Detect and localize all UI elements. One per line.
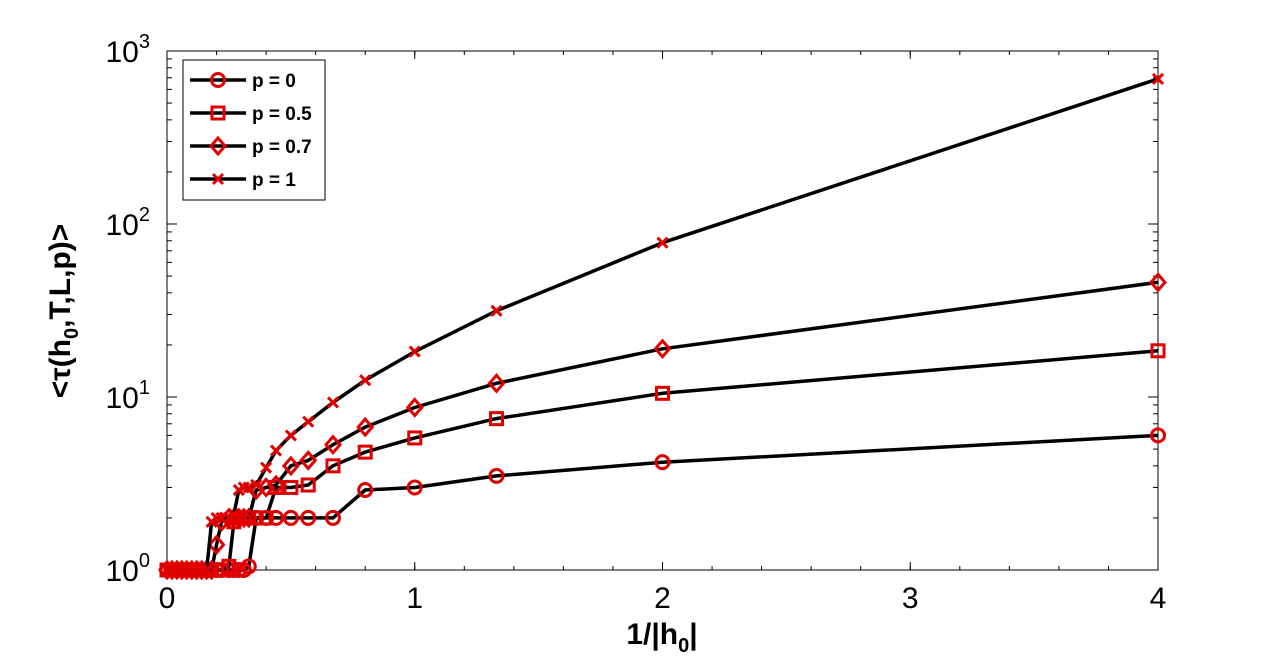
data-point: [1149, 272, 1167, 293]
data-point: [357, 444, 373, 460]
data-point: [407, 430, 423, 446]
legend-label: p = 0.5: [252, 104, 312, 125]
data-point: [323, 434, 342, 455]
series-layer: [158, 72, 1167, 581]
legend-item: p = 0.7: [190, 135, 312, 158]
data-point: [359, 374, 372, 387]
legend-item: p = 0.5: [190, 104, 312, 125]
legend-marker: [210, 72, 226, 88]
data-point: [325, 458, 341, 474]
x-tick-label: 3: [902, 582, 919, 615]
data-point: [1150, 343, 1166, 359]
data-point: [268, 509, 285, 526]
x-tick-label: 2: [654, 582, 671, 615]
data-point: [227, 508, 240, 521]
series-3: [160, 72, 1165, 577]
legend: p = 0 p = 0.5 p = 0.7 p = 1: [182, 59, 326, 201]
data-point: [258, 510, 274, 526]
y-axis-ticks: 100 101 102 103: [106, 31, 1158, 588]
data-point: [269, 444, 283, 457]
legend-marker: [209, 135, 227, 157]
data-point: [250, 478, 263, 492]
data-point: [239, 507, 258, 529]
data-point: [284, 429, 297, 442]
data-point: [357, 482, 374, 499]
y-tick-label: 100: [106, 550, 151, 588]
legend-item: p = 1: [190, 170, 296, 191]
data-point: [490, 304, 503, 317]
legend-label: p = 0: [252, 71, 296, 92]
data-point: [405, 397, 424, 418]
data-point: [240, 558, 257, 575]
data-point: [489, 411, 505, 427]
data-point: [324, 509, 341, 526]
data-point: [656, 236, 669, 249]
x-tick-label: 0: [159, 582, 176, 615]
data-point: [207, 534, 226, 555]
data-point: [356, 416, 375, 438]
data-point: [487, 373, 506, 394]
y-tick-label: 102: [106, 204, 151, 242]
data-point: [221, 558, 237, 574]
legend-marker: [210, 105, 226, 121]
data-point: [654, 454, 671, 471]
legend-marker: [211, 172, 225, 186]
data-point: [300, 509, 317, 526]
x-tick-label: 1: [406, 582, 423, 615]
legend-item: p = 0: [190, 71, 296, 92]
y-axis-title: <τ(h0,T,L,p)>: [44, 224, 83, 399]
data-point: [234, 507, 253, 529]
data-point: [267, 474, 286, 496]
x-tick-label: 4: [1150, 582, 1167, 615]
x-axis-title: 1/|h0|: [626, 618, 697, 657]
plot-area: [166, 50, 1159, 571]
data-point: [655, 385, 670, 401]
data-point: [326, 396, 340, 409]
y-tick-label: 101: [106, 377, 151, 415]
data-point: [1150, 427, 1166, 444]
data-point: [299, 450, 318, 471]
data-point: [488, 467, 505, 484]
data-point: [302, 415, 315, 428]
data-point: [281, 455, 300, 477]
y-tick-label: 103: [106, 31, 151, 69]
data-point: [406, 479, 423, 496]
data-point: [282, 509, 299, 526]
series-line: [167, 77, 1159, 572]
data-point: [260, 461, 273, 474]
data-point: [300, 477, 316, 493]
data-point: [200, 563, 213, 577]
data-point: [1151, 72, 1165, 85]
data-point: [283, 479, 299, 495]
legend-label: p = 1: [252, 170, 296, 191]
legend-box: [182, 59, 326, 201]
data-point: [408, 345, 421, 358]
legend-label: p = 0.7: [252, 137, 312, 158]
data-point: [653, 338, 672, 360]
